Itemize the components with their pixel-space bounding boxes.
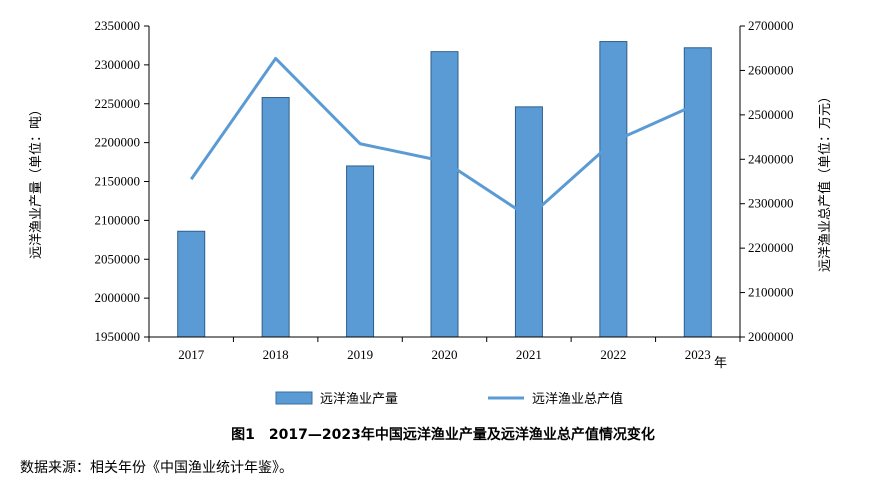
right-axis-title: 远洋渔业总产值（单位：万元） (817, 90, 833, 272)
x-tick-label-2019: 2019 (347, 347, 373, 362)
bar-2021 (514, 106, 543, 338)
right-tick-label: 2100000 (748, 285, 794, 300)
left-tick-label: 2150000 (95, 174, 141, 189)
bar-2018 (261, 97, 290, 338)
x-tick-label-2020: 2020 (432, 347, 458, 362)
figure-caption: 图1 2017—2023年中国远洋渔业产量及远洋渔业总产值情况变化 (231, 427, 655, 443)
right-tick-label: 2300000 (748, 196, 794, 211)
x-tick-label-2018: 2018 (263, 347, 289, 362)
right-tick-label: 2000000 (748, 329, 794, 344)
left-tick-label: 1950000 (95, 329, 141, 344)
x-tick-label-2017: 2017 (178, 347, 205, 362)
bar-2017 (177, 230, 206, 338)
legend-label-line: 远洋渔业总产值 (532, 391, 623, 407)
left-tick-label: 2200000 (95, 135, 141, 150)
bar-2023 (683, 47, 712, 338)
right-tick-label: 2700000 (748, 18, 794, 33)
left-tick-label: 2350000 (95, 18, 141, 33)
right-tick-label: 2400000 (748, 151, 794, 166)
x-tick-label-2021: 2021 (516, 347, 542, 362)
left-axis-title: 远洋渔业产量（单位：吨） (29, 103, 44, 259)
legend-swatch-bar (275, 391, 313, 405)
left-tick-label: 2300000 (95, 57, 141, 72)
bar-2020 (430, 51, 459, 338)
data-source-note: 数据来源：相关年份《中国渔业统计年鉴》。 (20, 460, 293, 476)
right-tick-label: 2500000 (748, 107, 794, 122)
left-tick-label: 2250000 (95, 96, 141, 111)
plot-area (177, 41, 712, 338)
bar-2019 (346, 165, 375, 338)
x-axis-unit: 年 (714, 356, 727, 371)
left-tick-label: 2000000 (95, 290, 141, 305)
left-tick-label: 2050000 (95, 251, 141, 266)
left-tick-label: 2100000 (95, 212, 141, 227)
x-tick-label-2022: 2022 (600, 347, 626, 362)
bar-2022 (599, 41, 628, 338)
legend-label-bar: 远洋渔业产量 (320, 392, 398, 407)
right-tick-label: 2200000 (748, 240, 794, 255)
combo-chart: 1950000 2000000 2050000 2100000 2150000 22000… (29, 18, 833, 407)
right-tick-label: 2600000 (748, 62, 794, 77)
x-tick-label-2023: 2023 (685, 347, 711, 362)
axes: 1950000 2000000 2050000 2100000 2150000 22000… (95, 18, 794, 362)
legend: 远洋渔业产量 远洋渔业总产值 (275, 391, 623, 407)
